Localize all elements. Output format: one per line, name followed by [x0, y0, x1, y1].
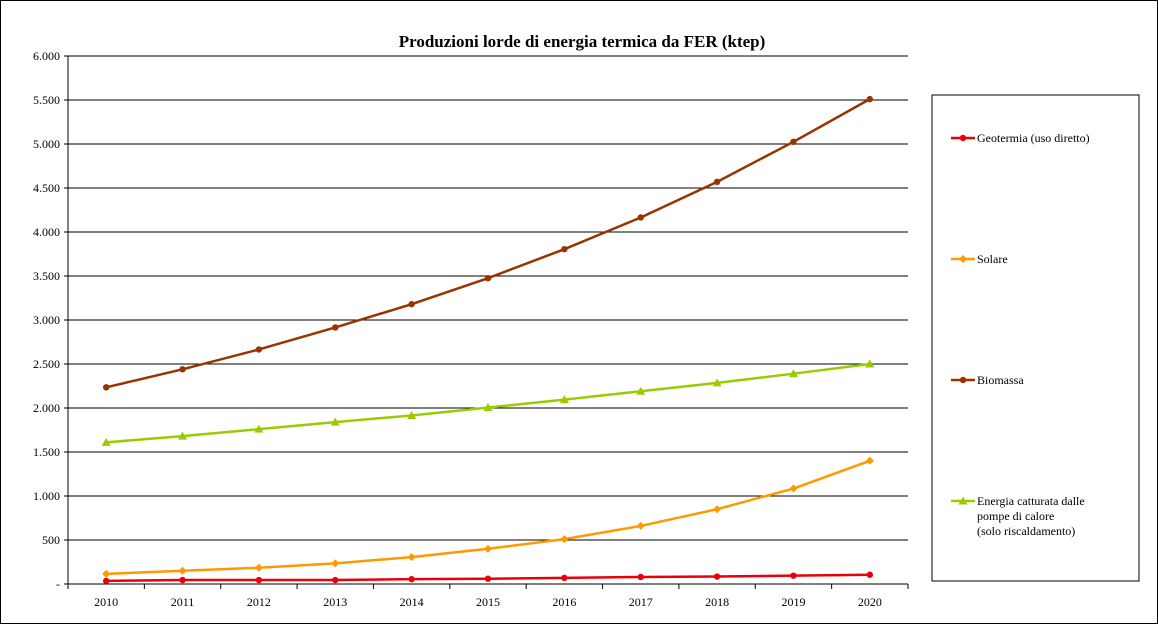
- data-point: [255, 346, 263, 353]
- data-point: [484, 275, 492, 282]
- legend-label: Energia catturata dalle: [977, 494, 1085, 508]
- data-point: [178, 566, 187, 575]
- y-tick-label: 4.500: [33, 181, 60, 195]
- x-tick-label: 2015: [476, 595, 500, 609]
- legend-label: Biomassa: [977, 373, 1024, 387]
- x-tick-label: 2014: [400, 595, 424, 609]
- x-tick-label: 2010: [94, 595, 118, 609]
- data-point: [636, 386, 646, 395]
- x-tick-label: 2012: [247, 595, 271, 609]
- data-point: [865, 456, 874, 465]
- legend-label: Geotermia (uso diretto): [977, 131, 1090, 145]
- data-point: [254, 563, 263, 572]
- legend-label: pompe di calore: [977, 509, 1054, 523]
- legend-label: (solo riscaldamento): [977, 524, 1075, 538]
- data-point: [102, 577, 110, 585]
- data-point: [865, 359, 875, 368]
- data-point: [636, 521, 645, 530]
- data-point: [788, 369, 798, 378]
- data-point: [713, 178, 721, 186]
- data-point: [561, 574, 568, 582]
- data-point: [332, 576, 339, 584]
- x-tick-label: 2019: [781, 595, 805, 609]
- x-tick-label: 2013: [323, 595, 347, 609]
- y-tick-label: 3.000: [33, 313, 60, 327]
- data-point: [790, 138, 797, 145]
- legend: Geotermia (uso diretto) Solare Biomassa Ene…: [951, 131, 1090, 538]
- data-point: [408, 575, 415, 583]
- y-tick-label: 1.500: [33, 445, 60, 459]
- x-tick-label: 2020: [858, 595, 882, 609]
- data-point: [178, 431, 188, 440]
- data-point: [408, 300, 415, 308]
- y-tick-label: 6.000: [33, 49, 60, 63]
- y-tick-label: 3.500: [33, 269, 60, 283]
- y-tick-label: 5.500: [33, 93, 60, 107]
- y-tick-label: 5.000: [33, 137, 60, 151]
- data-point: [179, 366, 186, 373]
- data-point: [866, 571, 874, 578]
- data-point: [255, 576, 263, 584]
- x-tick-label: 2016: [552, 595, 576, 609]
- data-point: [102, 384, 110, 391]
- data-point: [790, 572, 797, 579]
- data-point: [637, 214, 644, 221]
- data-point: [559, 395, 569, 404]
- data-point: [713, 573, 721, 580]
- x-tick-label: 2018: [705, 595, 729, 609]
- data-point: [101, 437, 111, 446]
- data-point: [332, 324, 339, 331]
- data-point: [560, 535, 569, 544]
- y-tick-label: 4.000: [33, 225, 60, 239]
- y-tick-label: 2.500: [33, 357, 60, 371]
- data-point: [407, 410, 417, 419]
- data-point: [637, 573, 644, 581]
- data-point: [484, 575, 492, 582]
- data-point: [789, 484, 798, 493]
- data-point: [713, 505, 722, 514]
- y-tick-label: 500: [42, 533, 60, 547]
- data-point: [712, 378, 722, 387]
- y-tick-label: 1.000: [33, 489, 60, 503]
- data-point: [102, 569, 111, 578]
- y-tick-label: 2.000: [33, 401, 60, 415]
- y-tick-label: -: [56, 577, 60, 591]
- data-point: [330, 417, 340, 426]
- chart-title: Produzioni lorde di energia termica da F…: [399, 32, 766, 51]
- data-point: [866, 95, 874, 103]
- data-point: [561, 245, 568, 253]
- legend-label: Solare: [977, 252, 1008, 266]
- data-point: [407, 553, 416, 562]
- data-point: [331, 559, 340, 568]
- data-point: [484, 544, 492, 553]
- legend-marker: [958, 496, 968, 505]
- legend-marker: [959, 376, 967, 384]
- x-tick-label: 2011: [171, 595, 195, 609]
- plot-area: - 500 1.000 1.500 2.000 2.500 3.000 3.500 4.000 4…: [33, 49, 909, 609]
- legend-marker: [959, 134, 967, 142]
- legend-marker: [959, 255, 967, 263]
- data-point: [483, 403, 493, 412]
- x-tick-label: 2017: [629, 595, 653, 609]
- data-point: [254, 424, 264, 433]
- data-point: [179, 576, 186, 584]
